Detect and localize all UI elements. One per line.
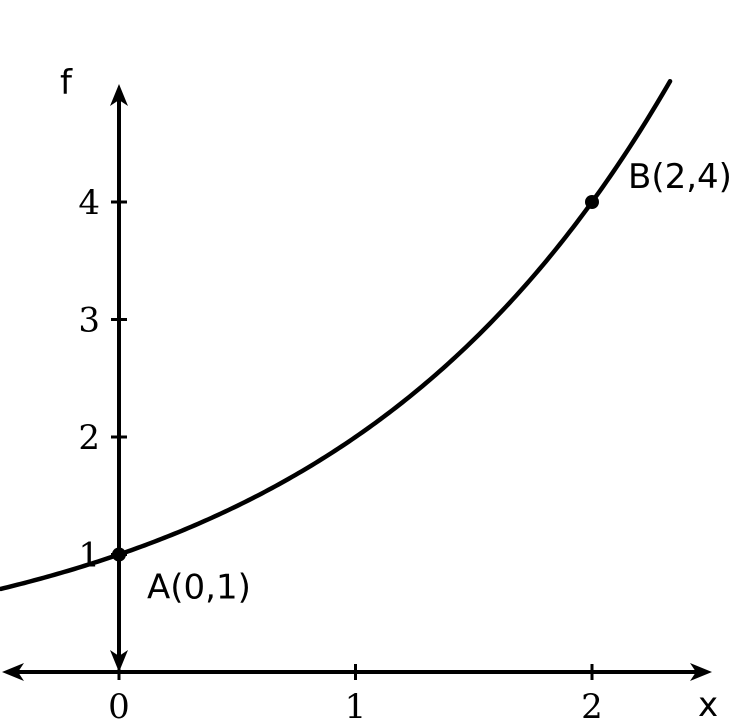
point-B xyxy=(585,195,599,209)
point-label-B: B(2,4) xyxy=(628,157,732,197)
x-axis-label: x xyxy=(698,685,718,722)
series-line-f xyxy=(0,78,673,592)
y-axis-label: f xyxy=(60,63,73,103)
point-A xyxy=(112,547,126,562)
x-tick-label: 0 xyxy=(108,687,130,722)
y-tick-label: 1 xyxy=(78,536,100,576)
y-tick-label: 4 xyxy=(78,183,100,223)
y-tick-label: 3 xyxy=(78,301,100,341)
x-axis-arrow-right xyxy=(690,663,712,681)
y-tick-label: 2 xyxy=(78,418,100,458)
y-axis-arrow-top xyxy=(110,84,128,106)
y-axis-arrow-bottom xyxy=(110,650,128,672)
x-tick-label: 1 xyxy=(345,687,367,722)
x-tick-label: 2 xyxy=(581,687,603,722)
x-axis-arrow-left xyxy=(2,663,24,681)
point-label-A: A(0,1) xyxy=(147,568,251,608)
